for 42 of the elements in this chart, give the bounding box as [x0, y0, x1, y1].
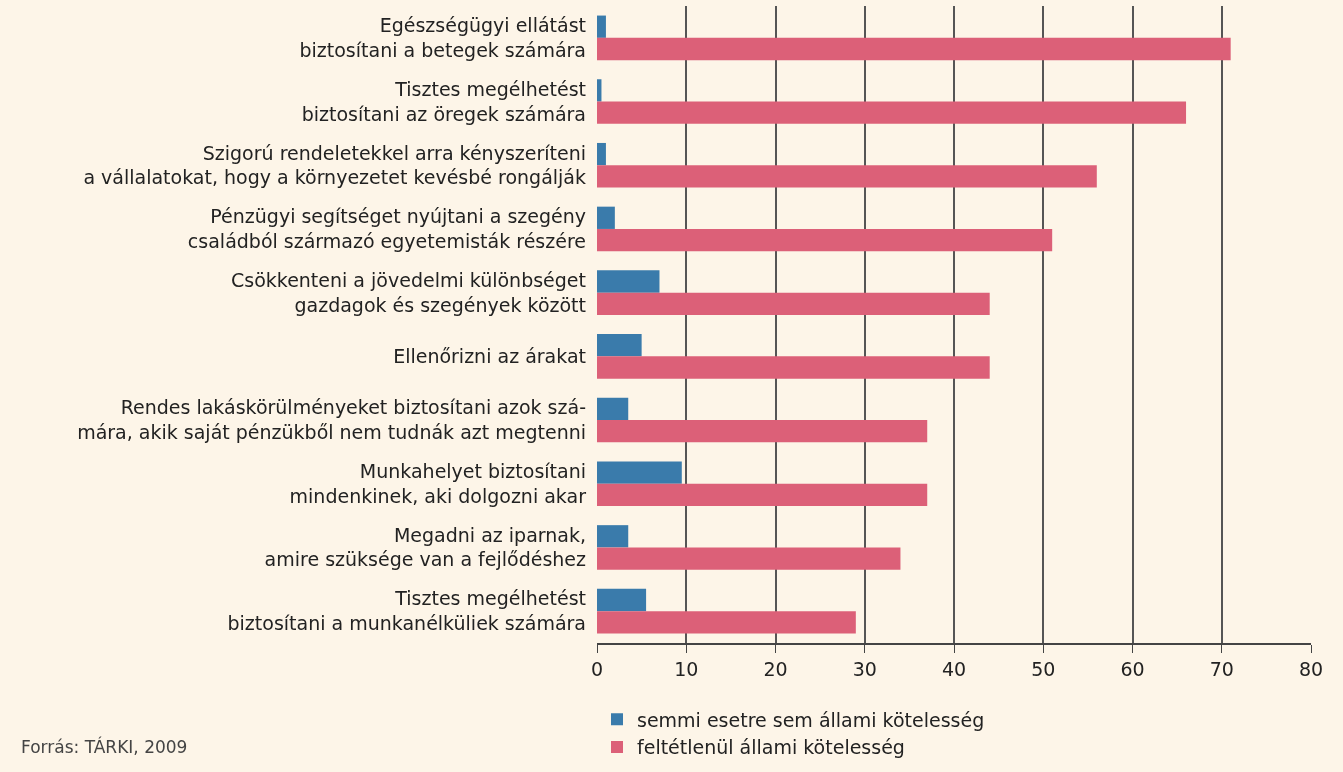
bar: [597, 334, 642, 357]
y-tick-label: Csökkenteni a jövedelmi különbséget gazdagok és szegények között: [231, 268, 586, 316]
x-tick-label: 40: [941, 657, 967, 680]
bar: [597, 165, 1097, 188]
bar: [597, 142, 606, 166]
x-tick-label: 30: [852, 657, 877, 680]
text: Forrás: TÁRKI, 2009: [21, 736, 188, 757]
y-tick-label: Rendes lakáskörülményeket biztosítani azok szá- mára, akik saját pénzükből nem tudnák azt megtenni: [77, 396, 586, 444]
bar: [597, 101, 1187, 124]
bar: [597, 547, 901, 570]
legend-label: feltétlenül állami kötelesség: [637, 736, 905, 759]
y-tick-label: Szigorú rendeletekkel arra kényszeríteni a vállalatokat, hogy a környezetet kevésbé rongálják: [83, 141, 586, 189]
x-tick-label: 10: [674, 657, 699, 680]
bar: [597, 356, 990, 379]
bar: [597, 228, 1053, 252]
x-tick-label: 70: [1209, 657, 1234, 680]
y-tick-label: Megadni az iparnak, amire szüksége van a fejlődéshez: [264, 523, 587, 571]
legend-label: semmi esetre sem állami kötelesség: [637, 708, 985, 731]
bar: [597, 270, 660, 293]
x-tick-label: 80: [1298, 657, 1324, 680]
y-tick-label: Tisztes megélhetést biztosítani az öregek számára: [301, 77, 586, 125]
y-tick-label: Egészségügyi ellátást biztosítani a betegek számára: [299, 14, 586, 61]
bar: [597, 588, 647, 612]
bar: [597, 483, 928, 507]
bar: [597, 611, 856, 634]
bar: [597, 525, 629, 548]
x-tick-label: 50: [1031, 657, 1056, 680]
x-tick-label: 20: [763, 657, 788, 680]
y-tick-label: Pénzügyi segítséget nyújtani a szegény családból származó egyetemisták részére: [187, 205, 586, 252]
bar: [597, 15, 606, 38]
y-tick-label: Tisztes megélhetést biztosítani a munkanélküliek számára: [227, 587, 586, 635]
y-tick-label: Munkahelyet biztosítani mindenkinek, aki dolgozni akar: [289, 460, 587, 507]
bar: [597, 420, 928, 443]
bar: [597, 206, 615, 229]
bar: [597, 461, 682, 484]
x-tick-label: 0: [590, 657, 604, 680]
bar: [597, 79, 602, 102]
y-tick-label: Ellenőrizni az árakat: [393, 345, 586, 367]
bar: [597, 292, 990, 315]
bar: [597, 397, 629, 421]
x-tick-label: 60: [1120, 657, 1145, 680]
bar: [597, 37, 1231, 61]
